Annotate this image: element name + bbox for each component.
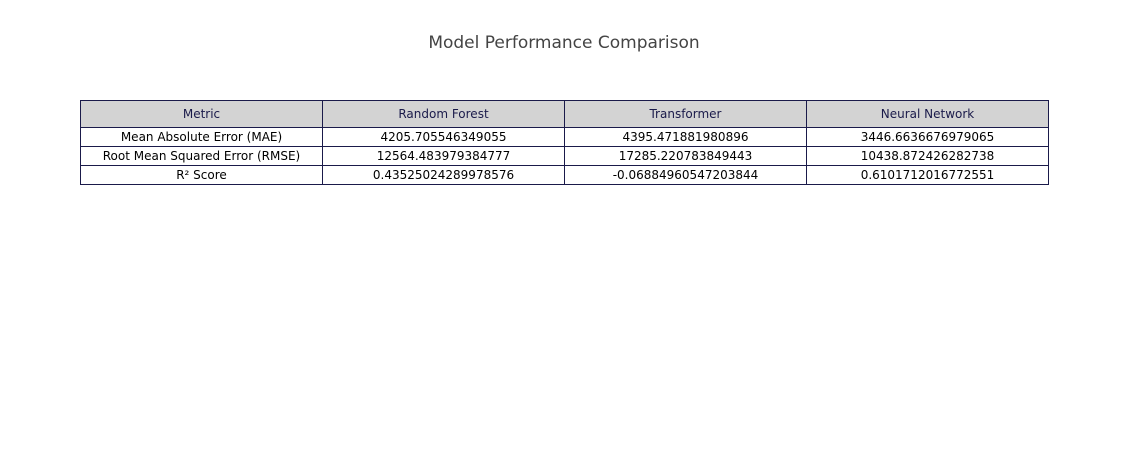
column-header: Transformer [564, 100, 807, 128]
metric-value-cell: 17285.220783849443 [564, 146, 807, 166]
table-row: R² Score 0.43525024289978576 -0.0688496054… [80, 165, 1049, 185]
header-row: Metric Random Forest Transformer Neural Net… [80, 100, 1049, 128]
metric-name-cell: Root Mean Squared Error (RMSE) [80, 146, 323, 166]
column-header: Random Forest [322, 100, 565, 128]
chart-title: Model Performance Comparison [428, 33, 700, 53]
table-row: Root Mean Squared Error (RMSE) 12564.4839… [80, 146, 1049, 166]
metric-value-cell: -0.06884960547203844 [564, 165, 807, 185]
performance-table: Metric Random Forest Transformer Neural Net… [80, 100, 1049, 185]
metric-value-cell: 0.6101712016772551 [806, 165, 1049, 185]
table-row: Mean Absolute Error (MAE) 4205.7055463490… [80, 127, 1049, 147]
metric-value-cell: 0.43525024289978576 [322, 165, 565, 185]
metric-value-cell: 10438.872426282738 [806, 146, 1049, 166]
table-header: Metric Random Forest Transformer Neural Net… [80, 100, 1049, 128]
metric-value-cell: 4205.705546349055 [322, 127, 565, 147]
column-header: Metric [80, 100, 323, 128]
metric-value-cell: 3446.6636676979065 [806, 127, 1049, 147]
metric-name-cell: R² Score [80, 165, 323, 185]
metric-value-cell: 12564.483979384777 [322, 146, 565, 166]
table-body: Mean Absolute Error (MAE) 4205.7055463490… [80, 127, 1049, 185]
column-header: Neural Network [806, 100, 1049, 128]
metric-name-cell: Mean Absolute Error (MAE) [80, 127, 323, 147]
metric-value-cell: 4395.471881980896 [564, 127, 807, 147]
